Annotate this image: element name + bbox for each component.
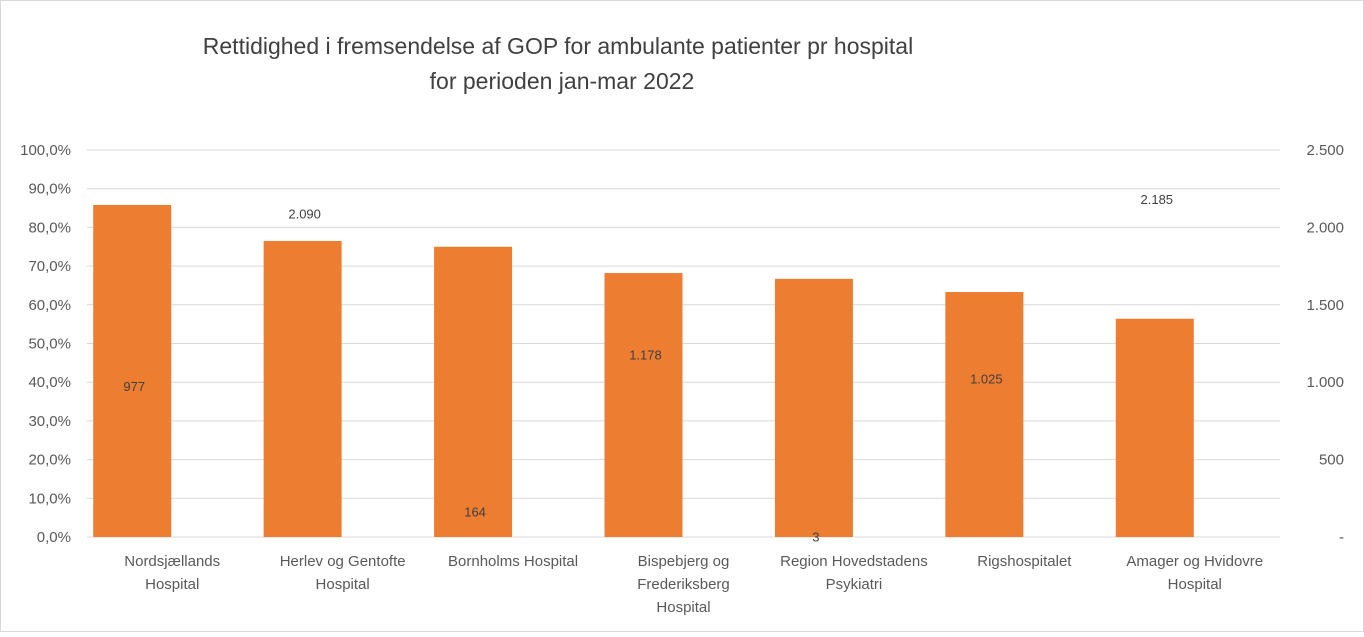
category-label: Amager og Hvidovre	[1126, 553, 1263, 570]
left-tick-label: 80,0%	[28, 219, 71, 236]
category-label: Nordsjællands	[124, 553, 220, 570]
data-label: 1.178	[629, 348, 662, 363]
left-tick-label: 50,0%	[28, 336, 71, 353]
category-label: Hospital	[656, 599, 710, 616]
left-tick-label: 30,0%	[28, 413, 71, 430]
left-axis: 0,0% 10,0% 20,0% 30,0% 40,0% 50,0% 60,0% 70,0% 8…	[20, 142, 71, 546]
right-tick-label: 1.500	[1306, 297, 1344, 314]
category-label: Hospital	[316, 576, 370, 593]
right-tick-label: -	[1339, 529, 1344, 546]
bar-series	[93, 204, 1194, 538]
chart-title-line: for perioden jan-mar 2022	[430, 68, 695, 94]
left-tick-label: 40,0%	[28, 374, 71, 391]
right-tick-label: 1.000	[1306, 374, 1344, 391]
category-label: Frederiksberg	[637, 576, 730, 593]
bar	[1115, 318, 1194, 537]
data-label: 3	[812, 530, 819, 545]
category-label: Region Hovedstadens	[780, 553, 928, 570]
bar	[604, 273, 683, 537]
category-label: Hospital	[145, 576, 199, 593]
left-tick-label: 60,0%	[28, 297, 71, 314]
data-label: 977	[123, 379, 145, 394]
right-tick-label: 2.500	[1306, 142, 1344, 159]
category-label: Bornholms Hospital	[448, 553, 578, 570]
right-axis: - 500 1.000 1.500 2.000 2.500	[1306, 142, 1344, 546]
category-label: Hospital	[1168, 576, 1222, 593]
left-tick-label: 70,0%	[28, 258, 71, 275]
left-tick-label: 100,0%	[20, 142, 71, 159]
data-label: 164	[464, 505, 486, 520]
category-label: Rigshospitalet	[977, 553, 1072, 570]
left-tick-label: 90,0%	[28, 181, 71, 198]
data-label: 2.090	[288, 206, 321, 221]
bar	[93, 204, 172, 538]
bar	[434, 246, 513, 537]
right-tick-label: 500	[1319, 452, 1344, 469]
chart-title-line: Rettidighed i fremsendelse af GOP for am…	[203, 33, 913, 59]
bar	[263, 240, 342, 537]
data-label: 2.185	[1141, 192, 1174, 207]
category-label: Psykiatri	[826, 576, 883, 593]
category-axis: Nordsjællands Hospital Herlev og Gentofte H…	[124, 553, 1263, 616]
data-labels: 977 2.090 164 1.178 3 1.025 2.185	[123, 192, 1173, 545]
bar	[945, 292, 1024, 537]
data-label: 1.025	[970, 371, 1003, 386]
left-tick-label: 0,0%	[37, 529, 71, 546]
chart-title: Rettidighed i fremsendelse af GOP for am…	[203, 33, 913, 94]
category-label: Herlev og Gentofte	[280, 553, 406, 570]
left-tick-label: 20,0%	[28, 452, 71, 469]
left-tick-label: 10,0%	[28, 490, 71, 507]
category-label: Bispebjerg og	[638, 553, 730, 570]
right-tick-label: 2.000	[1306, 219, 1344, 236]
bar	[774, 278, 853, 537]
